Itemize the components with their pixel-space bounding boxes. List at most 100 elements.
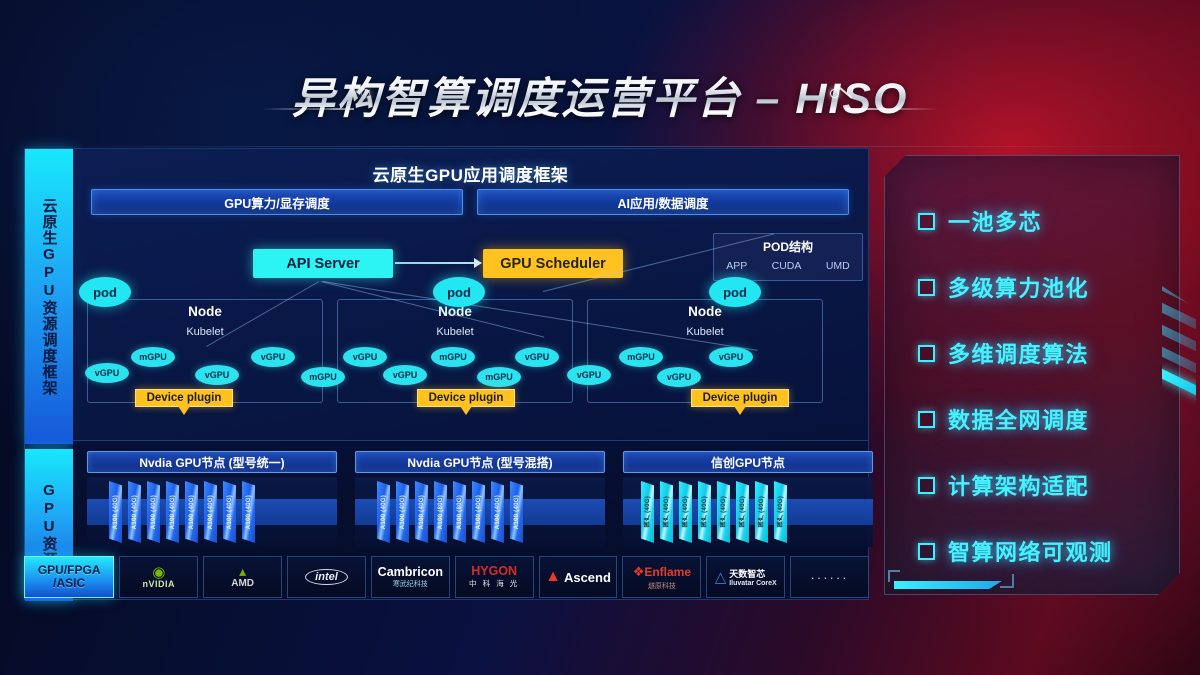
title-dot-icon xyxy=(830,89,839,98)
title-decor-left xyxy=(262,84,382,116)
gpu-card[interactable]: A100 (40G) xyxy=(185,481,198,543)
checkbox-icon[interactable] xyxy=(918,212,935,230)
device-plugin-1[interactable]: Device plugin xyxy=(135,389,233,415)
gpu-card[interactable]: A100 (40G) xyxy=(491,481,504,543)
vgpu-oval[interactable]: vGPU xyxy=(515,347,559,367)
gpu-card[interactable]: A100 (40G) xyxy=(128,481,141,543)
mgpu-oval[interactable]: mGPU xyxy=(301,367,345,387)
checkbox-icon[interactable] xyxy=(918,278,935,296)
vendor-intel[interactable]: intel xyxy=(287,556,366,598)
gpu-card[interactable]: 国产 (40G) xyxy=(774,481,787,543)
enflame-logo-icon: ❖Enflame 燧原科技 xyxy=(632,564,692,590)
gpu-card[interactable]: 国产 (40G) xyxy=(755,481,768,543)
vendor-enflame[interactable]: ❖Enflame 燧原科技 xyxy=(622,556,702,598)
gpu-card[interactable]: 国产 (40G) xyxy=(660,481,673,543)
checkbox-icon[interactable] xyxy=(918,410,935,428)
vertical-label-framework: 云原生GPU资源调度框架 xyxy=(25,149,73,444)
vendor-category-label: GPU/FPGA/ASIC xyxy=(37,563,101,590)
vendor-[interactable]: △ 天数智芯 Iluvatar CoreX xyxy=(706,556,786,598)
feature-item-6[interactable]: 智算网络可观测 xyxy=(918,527,1180,575)
gpu-card[interactable]: A100 (40G) xyxy=(510,481,523,543)
gpu-card[interactable]: A100 (40G) xyxy=(147,481,160,543)
feature-label: 多级算力池化 xyxy=(948,276,1090,301)
pod-struct-cuda: CUDA xyxy=(771,260,802,272)
framework-section: 云原生GPU应用调度框架 GPU算力/显存调度 AI应用/数据调度 API Se… xyxy=(73,149,868,441)
gpu-card[interactable]: 国产 (40G) xyxy=(679,481,692,543)
gpu-card[interactable]: A100 (40G) xyxy=(242,481,255,543)
vgpu-oval[interactable]: vGPU xyxy=(343,347,387,367)
checkbox-icon[interactable] xyxy=(918,542,935,560)
gpu-rack-3: 国产 (40G) 国产 (40G) 国产 (40G) 国产 (40G) 国产 (40G)… xyxy=(623,477,873,547)
pod-badge[interactable]: pod xyxy=(433,277,485,307)
page-title: 异构智算调度运营平台 – HISO xyxy=(292,64,909,126)
feature-item-5[interactable]: 计算架构适配 xyxy=(918,461,1180,509)
gpu-card[interactable]: A100 (40G) xyxy=(204,481,217,543)
gpu-card[interactable]: 国产 (40G) xyxy=(717,481,730,543)
vgpu-oval[interactable]: vGPU xyxy=(85,363,129,383)
vgpu-oval[interactable]: vGPU xyxy=(567,365,611,385)
amd-logo-icon: ▴ AMD xyxy=(231,563,255,589)
api-to-scheduler-arrow xyxy=(395,258,482,268)
vendor-hygon[interactable]: HYGON 中 科 海 光 xyxy=(454,556,534,598)
kubelet-label: Kubelet xyxy=(436,326,474,338)
hygon-logo-icon: HYGON 中 科 海 光 xyxy=(469,564,520,589)
gpu-node-label-3[interactable]: 信创GPU节点 xyxy=(623,451,873,473)
feature-item-4[interactable]: 数据全网调度 xyxy=(918,395,1180,443)
mgpu-oval[interactable]: mGPU xyxy=(477,367,521,387)
iluvatar-logo-icon: △ 天数智芯 Iluvatar CoreX xyxy=(714,568,777,587)
vendor-gpu-fpga[interactable]: GPU/FPGA/ASIC xyxy=(24,556,115,598)
vendor-cambricon[interactable]: Cambricon 寒武纪科技 xyxy=(370,556,450,598)
device-plugin-2[interactable]: Device plugin xyxy=(417,389,515,415)
node-title: Node xyxy=(688,304,722,319)
bar-gpu-compute[interactable]: GPU算力/显存调度 xyxy=(91,189,463,215)
feature-label: 数据全网调度 xyxy=(948,408,1090,433)
gpu-card[interactable]: A100 (40G) xyxy=(223,481,236,543)
gpu-card[interactable]: A100 (40G) xyxy=(396,481,409,543)
vendor-[interactable]: ······ xyxy=(790,556,869,598)
gpu-card[interactable]: 国产 (40G) xyxy=(641,481,654,543)
checkbox-icon[interactable] xyxy=(918,344,935,362)
pod-structure-title: POD结构 xyxy=(762,240,813,254)
gpu-card[interactable]: A100 (80G) xyxy=(453,481,466,543)
gpu-card[interactable]: A100 (40G) xyxy=(472,481,485,543)
pod-badge[interactable]: pod xyxy=(79,277,131,307)
node-title: Node xyxy=(438,304,472,319)
device-plugin-3[interactable]: Device plugin xyxy=(691,389,789,415)
pod-struct-umd: UMD xyxy=(825,260,850,272)
gpu-card[interactable]: A100 (80G) xyxy=(434,481,447,543)
gpu-node-label-1[interactable]: Nvdia GPU节点 (型号统一) xyxy=(87,451,337,473)
feature-item-3[interactable]: 多维调度算法 xyxy=(918,329,1180,377)
mgpu-oval[interactable]: mGPU xyxy=(131,347,175,367)
feature-item-1[interactable]: 一池多芯 xyxy=(918,197,1180,245)
slide-title-area: 异构智算调度运营平台 – HISO xyxy=(0,64,1200,126)
architecture-panel: 云原生GPU资源调度框架 GPU资源 云原生GPU应用调度框架 GPU算力/显存… xyxy=(24,148,873,601)
mgpu-oval[interactable]: mGPU xyxy=(619,347,663,367)
kubelet-label: Kubelet xyxy=(686,326,724,338)
gpu-scheduler-box[interactable]: GPU Scheduler xyxy=(483,249,623,278)
ascend-logo-icon: ▲ Ascend xyxy=(545,568,611,585)
pod-structure-box: POD结构 APP CUDA UMD xyxy=(713,233,863,281)
gpu-card[interactable]: A100 (40G) xyxy=(166,481,179,543)
api-server-box[interactable]: API Server xyxy=(253,249,393,278)
vendor-amd[interactable]: ▴ AMD xyxy=(203,556,283,598)
vgpu-oval[interactable]: vGPU xyxy=(383,365,427,385)
gpu-card[interactable]: A100 (40G) xyxy=(377,481,390,543)
feature-item-2[interactable]: 多级算力池化 xyxy=(918,263,1180,311)
pod-badge[interactable]: pod xyxy=(709,277,761,307)
mgpu-oval[interactable]: mGPU xyxy=(431,347,475,367)
bar-ai-app[interactable]: AI应用/数据调度 xyxy=(477,189,849,215)
gpu-card[interactable]: A100 (40G) xyxy=(109,481,122,543)
feature-label: 计算架构适配 xyxy=(948,474,1090,499)
vgpu-oval[interactable]: vGPU xyxy=(195,365,239,385)
gpu-node-label-2[interactable]: Nvdia GPU节点 (型号混搭) xyxy=(355,451,605,473)
vgpu-oval[interactable]: vGPU xyxy=(709,347,753,367)
vgpu-oval[interactable]: vGPU xyxy=(657,367,701,387)
vendor-ascend[interactable]: ▲ Ascend xyxy=(538,556,618,598)
glow-divider xyxy=(0,146,1200,147)
gpu-card[interactable]: 国产 (40G) xyxy=(736,481,749,543)
vgpu-oval[interactable]: vGPU xyxy=(251,347,295,367)
gpu-card[interactable]: A100 (40G) xyxy=(415,481,428,543)
gpu-card[interactable]: 国产 (40G) xyxy=(698,481,711,543)
vendor-nvidia[interactable]: ◉ nVIDIA xyxy=(119,556,199,598)
checkbox-icon[interactable] xyxy=(918,476,935,494)
